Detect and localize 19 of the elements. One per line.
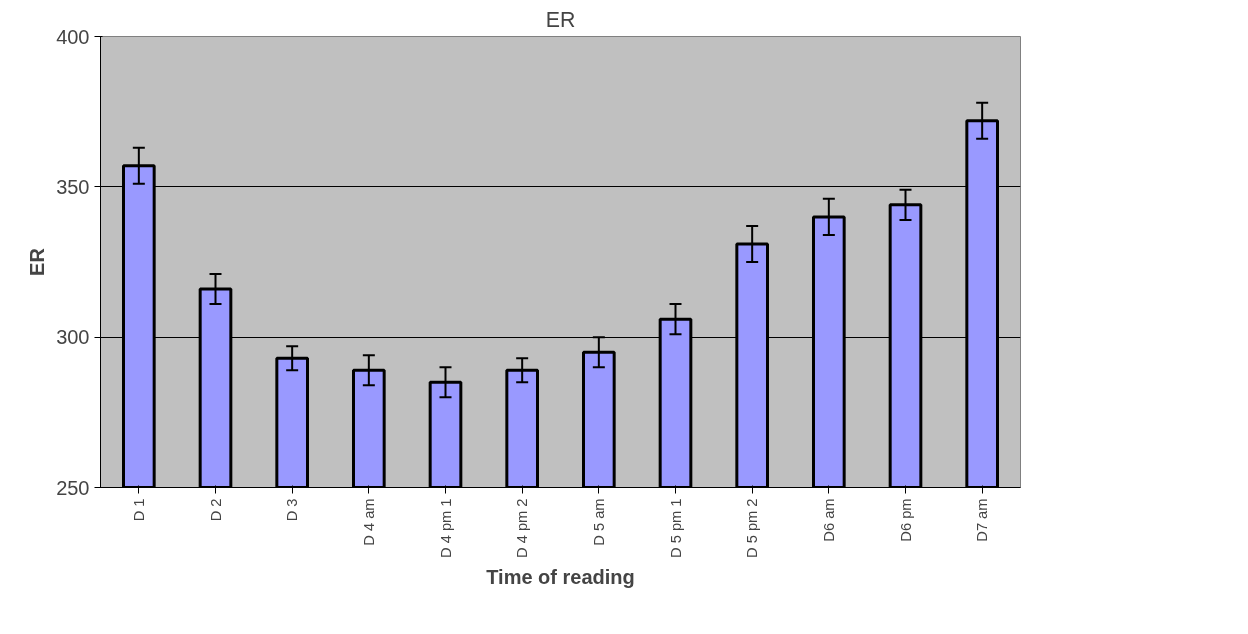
y-tick-label: 400 [56,25,90,48]
x-tick-label: D 2 [207,498,224,522]
x-tick-label: D6 pm [897,498,914,542]
y-tick-label: 350 [56,175,90,198]
x-tick-label: D 3 [284,498,301,522]
x-tick-label: D 5 am [590,498,607,546]
y-axis-title: ER [26,247,49,276]
x-tick-label: D 4 pm 1 [437,498,454,558]
y-tick-label: 250 [56,476,90,499]
x-tick-label: D 4 pm 2 [514,498,531,558]
x-tick-label: D 1 [130,498,147,522]
y-tick-label: 300 [56,326,90,349]
x-axis-title: Time of reading [486,565,635,588]
x-tick-label: D 5 pm 2 [744,498,761,558]
chart-title: ER [545,7,576,32]
x-tick-label: D6 am [820,498,837,542]
x-tick-label: D 4 am [360,498,377,546]
x-tick-label: D7 am [974,498,991,542]
x-tick-label: D 5 pm 1 [667,498,684,558]
